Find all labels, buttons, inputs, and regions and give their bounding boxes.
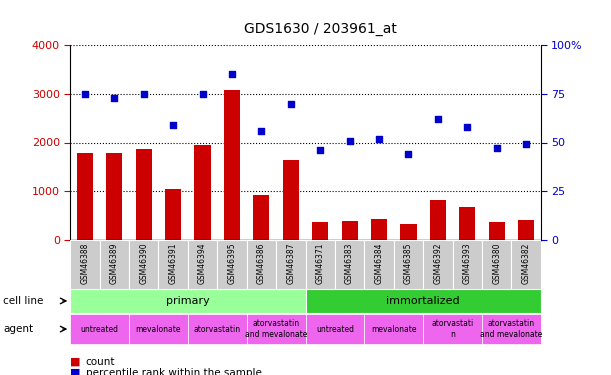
FancyBboxPatch shape <box>482 240 511 289</box>
Text: atorvastatin
and mevalonate: atorvastatin and mevalonate <box>245 320 307 339</box>
FancyBboxPatch shape <box>158 240 188 289</box>
Bar <box>371 219 387 240</box>
FancyBboxPatch shape <box>100 240 129 289</box>
Text: GSM46386: GSM46386 <box>257 243 266 284</box>
Bar <box>312 222 328 240</box>
FancyBboxPatch shape <box>423 314 482 344</box>
FancyBboxPatch shape <box>129 314 188 344</box>
Point <box>168 122 178 128</box>
Text: atorvastati
n: atorvastati n <box>431 320 474 339</box>
Text: GSM46394: GSM46394 <box>198 243 207 284</box>
Text: GDS1630 / 203961_at: GDS1630 / 203961_at <box>244 22 397 36</box>
Text: GSM46382: GSM46382 <box>522 243 530 284</box>
FancyBboxPatch shape <box>511 240 541 289</box>
Text: mevalonate: mevalonate <box>136 325 181 334</box>
FancyBboxPatch shape <box>364 240 393 289</box>
Bar <box>430 200 446 240</box>
FancyBboxPatch shape <box>423 240 453 289</box>
FancyBboxPatch shape <box>218 240 247 289</box>
Text: GSM46392: GSM46392 <box>433 243 442 284</box>
Text: GSM46389: GSM46389 <box>110 243 119 284</box>
FancyBboxPatch shape <box>70 314 129 344</box>
Bar <box>194 146 211 240</box>
Bar <box>165 189 181 240</box>
Bar <box>342 222 357 240</box>
FancyBboxPatch shape <box>453 240 482 289</box>
Text: atorvastatin
and mevalonate: atorvastatin and mevalonate <box>480 320 543 339</box>
FancyBboxPatch shape <box>335 240 364 289</box>
Text: GSM46383: GSM46383 <box>345 243 354 284</box>
Text: GSM46388: GSM46388 <box>81 243 89 284</box>
Text: untreated: untreated <box>81 325 119 334</box>
Bar <box>283 160 299 240</box>
FancyBboxPatch shape <box>188 240 218 289</box>
Text: cell line: cell line <box>3 296 43 306</box>
Bar <box>106 153 122 240</box>
Text: primary: primary <box>166 296 210 306</box>
Text: GSM46384: GSM46384 <box>375 243 384 284</box>
Bar <box>224 90 240 240</box>
Bar <box>518 220 534 240</box>
Point <box>257 128 266 134</box>
FancyBboxPatch shape <box>276 240 306 289</box>
Bar <box>254 195 269 240</box>
Bar <box>489 222 505 240</box>
Text: GSM46380: GSM46380 <box>492 243 501 284</box>
Text: GSM46393: GSM46393 <box>463 243 472 284</box>
FancyBboxPatch shape <box>482 314 541 344</box>
Point <box>198 91 208 97</box>
FancyBboxPatch shape <box>188 314 247 344</box>
Point <box>374 136 384 142</box>
Point <box>80 91 90 97</box>
Point <box>139 91 148 97</box>
FancyBboxPatch shape <box>393 240 423 289</box>
FancyBboxPatch shape <box>306 314 364 344</box>
Text: GSM46371: GSM46371 <box>316 243 324 284</box>
Point <box>521 141 531 147</box>
FancyBboxPatch shape <box>306 289 541 313</box>
Text: ■: ■ <box>70 357 81 367</box>
Point <box>109 94 119 100</box>
Text: agent: agent <box>3 324 33 334</box>
Bar <box>400 224 417 240</box>
Text: GSM46390: GSM46390 <box>139 243 148 284</box>
Point <box>227 71 237 77</box>
Text: ■: ■ <box>70 368 81 375</box>
FancyBboxPatch shape <box>70 289 306 313</box>
Text: immortalized: immortalized <box>386 296 460 306</box>
Point <box>315 147 325 153</box>
FancyBboxPatch shape <box>247 240 276 289</box>
FancyBboxPatch shape <box>306 240 335 289</box>
Point <box>286 100 296 106</box>
FancyBboxPatch shape <box>70 240 100 289</box>
Bar <box>136 149 152 240</box>
Text: untreated: untreated <box>316 325 354 334</box>
Point <box>345 138 354 144</box>
Point <box>492 146 502 152</box>
Bar <box>77 153 93 240</box>
Text: GSM46385: GSM46385 <box>404 243 413 284</box>
FancyBboxPatch shape <box>247 314 306 344</box>
Text: percentile rank within the sample: percentile rank within the sample <box>86 368 262 375</box>
Text: count: count <box>86 357 115 367</box>
FancyBboxPatch shape <box>129 240 158 289</box>
Point <box>403 151 413 157</box>
Text: GSM46391: GSM46391 <box>169 243 178 284</box>
Point <box>433 116 443 122</box>
Text: atorvastatin: atorvastatin <box>194 325 241 334</box>
Text: GSM46395: GSM46395 <box>227 243 236 284</box>
Text: GSM46387: GSM46387 <box>287 243 295 284</box>
Text: mevalonate: mevalonate <box>371 325 417 334</box>
Bar <box>459 207 475 240</box>
FancyBboxPatch shape <box>364 314 423 344</box>
Point <box>463 124 472 130</box>
